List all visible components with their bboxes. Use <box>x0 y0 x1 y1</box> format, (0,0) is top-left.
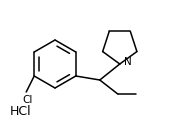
Text: Cl: Cl <box>22 95 32 105</box>
Text: N: N <box>124 57 132 67</box>
Text: HCl: HCl <box>10 105 32 118</box>
